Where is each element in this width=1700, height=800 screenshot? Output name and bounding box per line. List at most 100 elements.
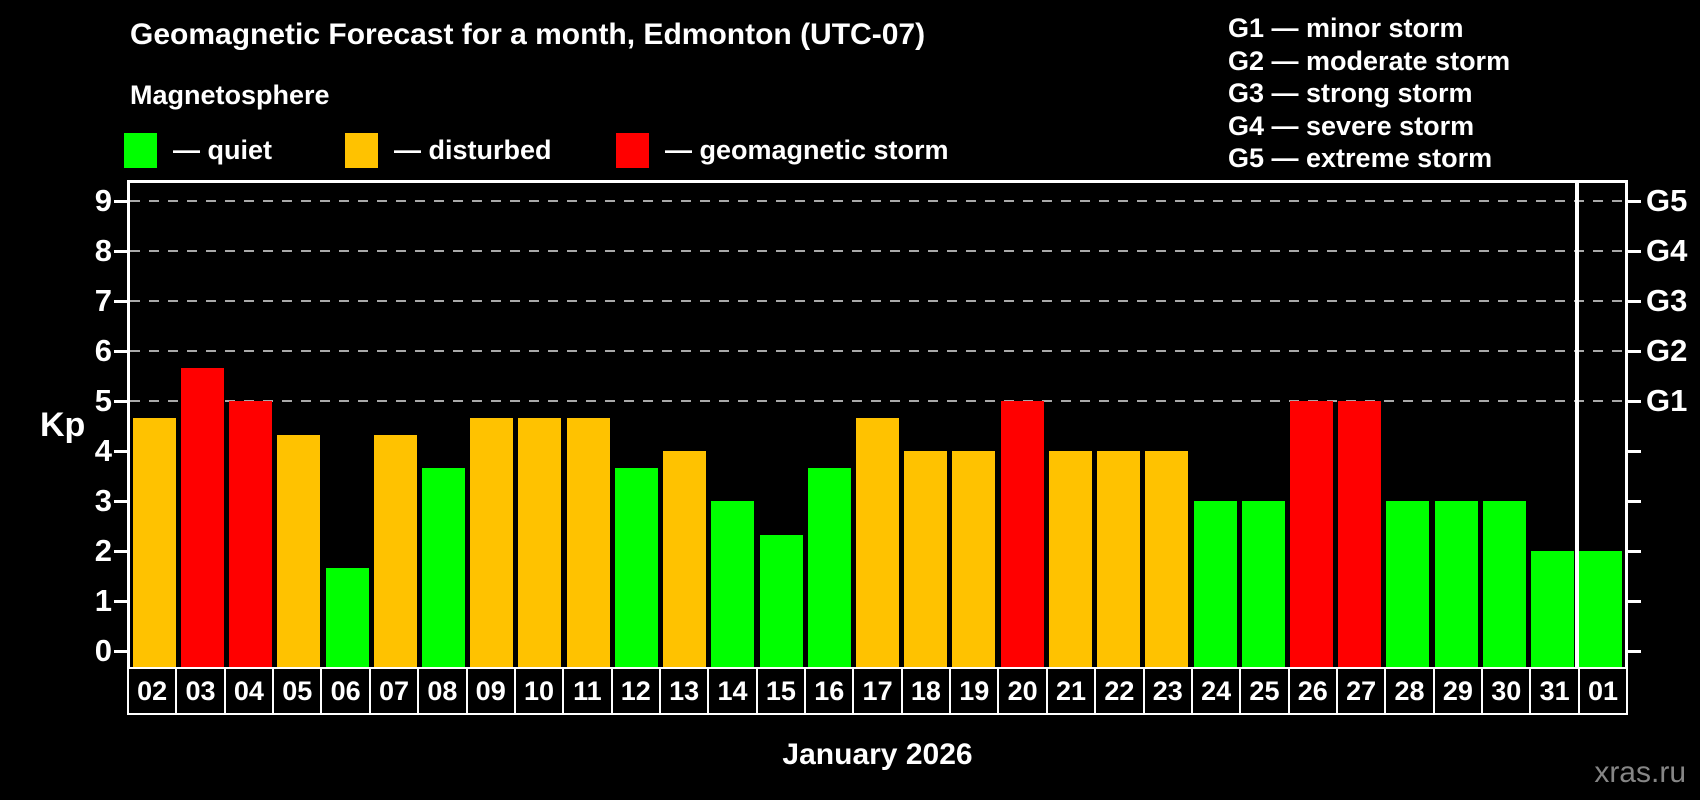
- y-tick-label-5: 5: [94, 383, 112, 418]
- g-tick-label-g1: G1: [1646, 383, 1688, 418]
- right-tick-kp-6: [1628, 350, 1641, 353]
- day-label-04: 04: [223, 667, 275, 715]
- left-tick-kp-1: [114, 600, 127, 603]
- day-label-22: 22: [1094, 667, 1145, 715]
- g-legend-line-g4: G4 — severe storm: [1228, 110, 1475, 141]
- y-tick-label-9: 9: [94, 183, 112, 218]
- bar-day-04: [229, 401, 273, 667]
- bar-day-18: [904, 451, 948, 667]
- day-label-25: 25: [1239, 667, 1290, 715]
- day-label-01: 01: [1577, 667, 1629, 715]
- day-label-09: 09: [465, 667, 516, 715]
- bar-day-28: [1386, 501, 1430, 667]
- watermark: xras.ru: [1594, 756, 1686, 789]
- quiet-color-swatch: [124, 132, 157, 168]
- right-tick-kp-4: [1628, 450, 1641, 453]
- bar-day-15: [759, 534, 803, 667]
- y-tick-label-7: 7: [94, 283, 112, 318]
- chart-title: Geomagnetic Forecast for a month, Edmont…: [130, 18, 926, 51]
- legend-label-disturbed: — disturbed: [394, 134, 552, 165]
- right-tick-kp-2: [1628, 550, 1641, 553]
- bar-day-31: [1531, 551, 1575, 667]
- right-tick-kp-1: [1628, 600, 1641, 603]
- day-label-05: 05: [272, 667, 323, 715]
- y-tick-label-8: 8: [94, 233, 112, 268]
- bar-day-30: [1482, 501, 1526, 667]
- g-tick-label-g5: G5: [1646, 183, 1688, 218]
- bar-day-17: [856, 417, 899, 667]
- left-tick-kp-2: [114, 550, 127, 553]
- day-label-12: 12: [610, 667, 661, 715]
- bar-day-24: [1193, 501, 1237, 667]
- bar-day-13: [663, 451, 707, 667]
- gridline-kp-9: [130, 200, 1625, 202]
- day-label-26: 26: [1287, 667, 1338, 715]
- day-label-20: 20: [997, 667, 1048, 715]
- x-axis-title: January 2026: [782, 738, 973, 771]
- y-tick-label-0: 0: [94, 633, 112, 668]
- y-tick-label-2: 2: [94, 533, 112, 568]
- bar-day-14: [711, 501, 755, 667]
- day-label-17: 17: [852, 667, 903, 715]
- day-label-06: 06: [320, 667, 371, 715]
- day-label-19: 19: [949, 667, 1000, 715]
- right-tick-kp-0: [1628, 650, 1641, 653]
- g-legend-line-g3: G3 — strong storm: [1228, 78, 1473, 108]
- bar-day-23: [1145, 451, 1189, 667]
- bar-day-19: [952, 451, 996, 667]
- day-label-07: 07: [368, 667, 420, 715]
- bar-day-10: [518, 417, 562, 667]
- right-tick-kp-8: [1628, 250, 1641, 253]
- bar-day-29: [1434, 501, 1478, 667]
- g-legend-line-g2: G2 — moderate storm: [1228, 45, 1511, 76]
- right-tick-kp-3: [1628, 500, 1641, 503]
- left-tick-kp-3: [114, 500, 127, 503]
- bar-day-01: [1579, 551, 1623, 667]
- g-legend-line-g1: G1 — minor storm: [1228, 13, 1464, 43]
- gridline-kp-5: [130, 400, 1625, 402]
- bar-day-05: [277, 434, 321, 667]
- left-tick-kp-8: [114, 250, 127, 253]
- legend-item-storm: — geomagnetic storm: [616, 131, 949, 169]
- g-scale-legend: G1 — minor storm G2 — moderate storm G3 …: [1228, 12, 1510, 175]
- bar-day-02: [132, 417, 176, 667]
- bar-day-27: [1338, 401, 1382, 667]
- day-label-08: 08: [417, 667, 468, 715]
- y-tick-label-3: 3: [94, 483, 112, 518]
- bar-day-12: [614, 467, 658, 667]
- legend-item-disturbed: — disturbed: [345, 131, 552, 169]
- bar-day-07: [373, 434, 417, 667]
- g-legend-line-g5: G5 — extreme storm: [1228, 143, 1493, 173]
- gridline-kp-8: [130, 250, 1625, 252]
- plot-area: [127, 180, 1628, 667]
- day-label-30: 30: [1481, 667, 1532, 715]
- gridline-kp-6: [130, 350, 1625, 352]
- bar-day-20: [1000, 401, 1044, 667]
- day-label-28: 28: [1384, 667, 1435, 715]
- day-label-10: 10: [513, 667, 565, 715]
- disturbed-color-swatch: [345, 132, 378, 168]
- left-tick-kp-5: [114, 400, 127, 403]
- day-label-16: 16: [804, 667, 855, 715]
- day-label-13: 13: [658, 667, 710, 715]
- left-tick-kp-0: [114, 650, 127, 653]
- left-tick-kp-7: [114, 300, 127, 303]
- day-label-15: 15: [755, 667, 807, 715]
- day-label-14: 14: [707, 667, 758, 715]
- day-label-27: 27: [1335, 667, 1387, 715]
- gridline-kp-7: [130, 300, 1625, 302]
- left-tick-kp-9: [114, 200, 127, 203]
- day-label-23: 23: [1142, 667, 1193, 715]
- y-tick-label-1: 1: [94, 583, 112, 618]
- bar-day-06: [325, 567, 369, 667]
- bar-day-11: [566, 417, 610, 667]
- day-label-11: 11: [562, 667, 613, 715]
- x-axis-day-row: 02 03 04 05 06 07 08 09 10 11 12 13 14 15 16 17 18 19 20 21…: [127, 667, 1629, 715]
- right-tick-kp-7: [1628, 300, 1641, 303]
- g-tick-label-g2: G2: [1646, 333, 1688, 368]
- bar-day-21: [1048, 451, 1092, 667]
- storm-color-swatch: [616, 132, 649, 168]
- day-label-02: 02: [127, 667, 178, 715]
- legend-item-quiet: — quiet: [124, 131, 272, 169]
